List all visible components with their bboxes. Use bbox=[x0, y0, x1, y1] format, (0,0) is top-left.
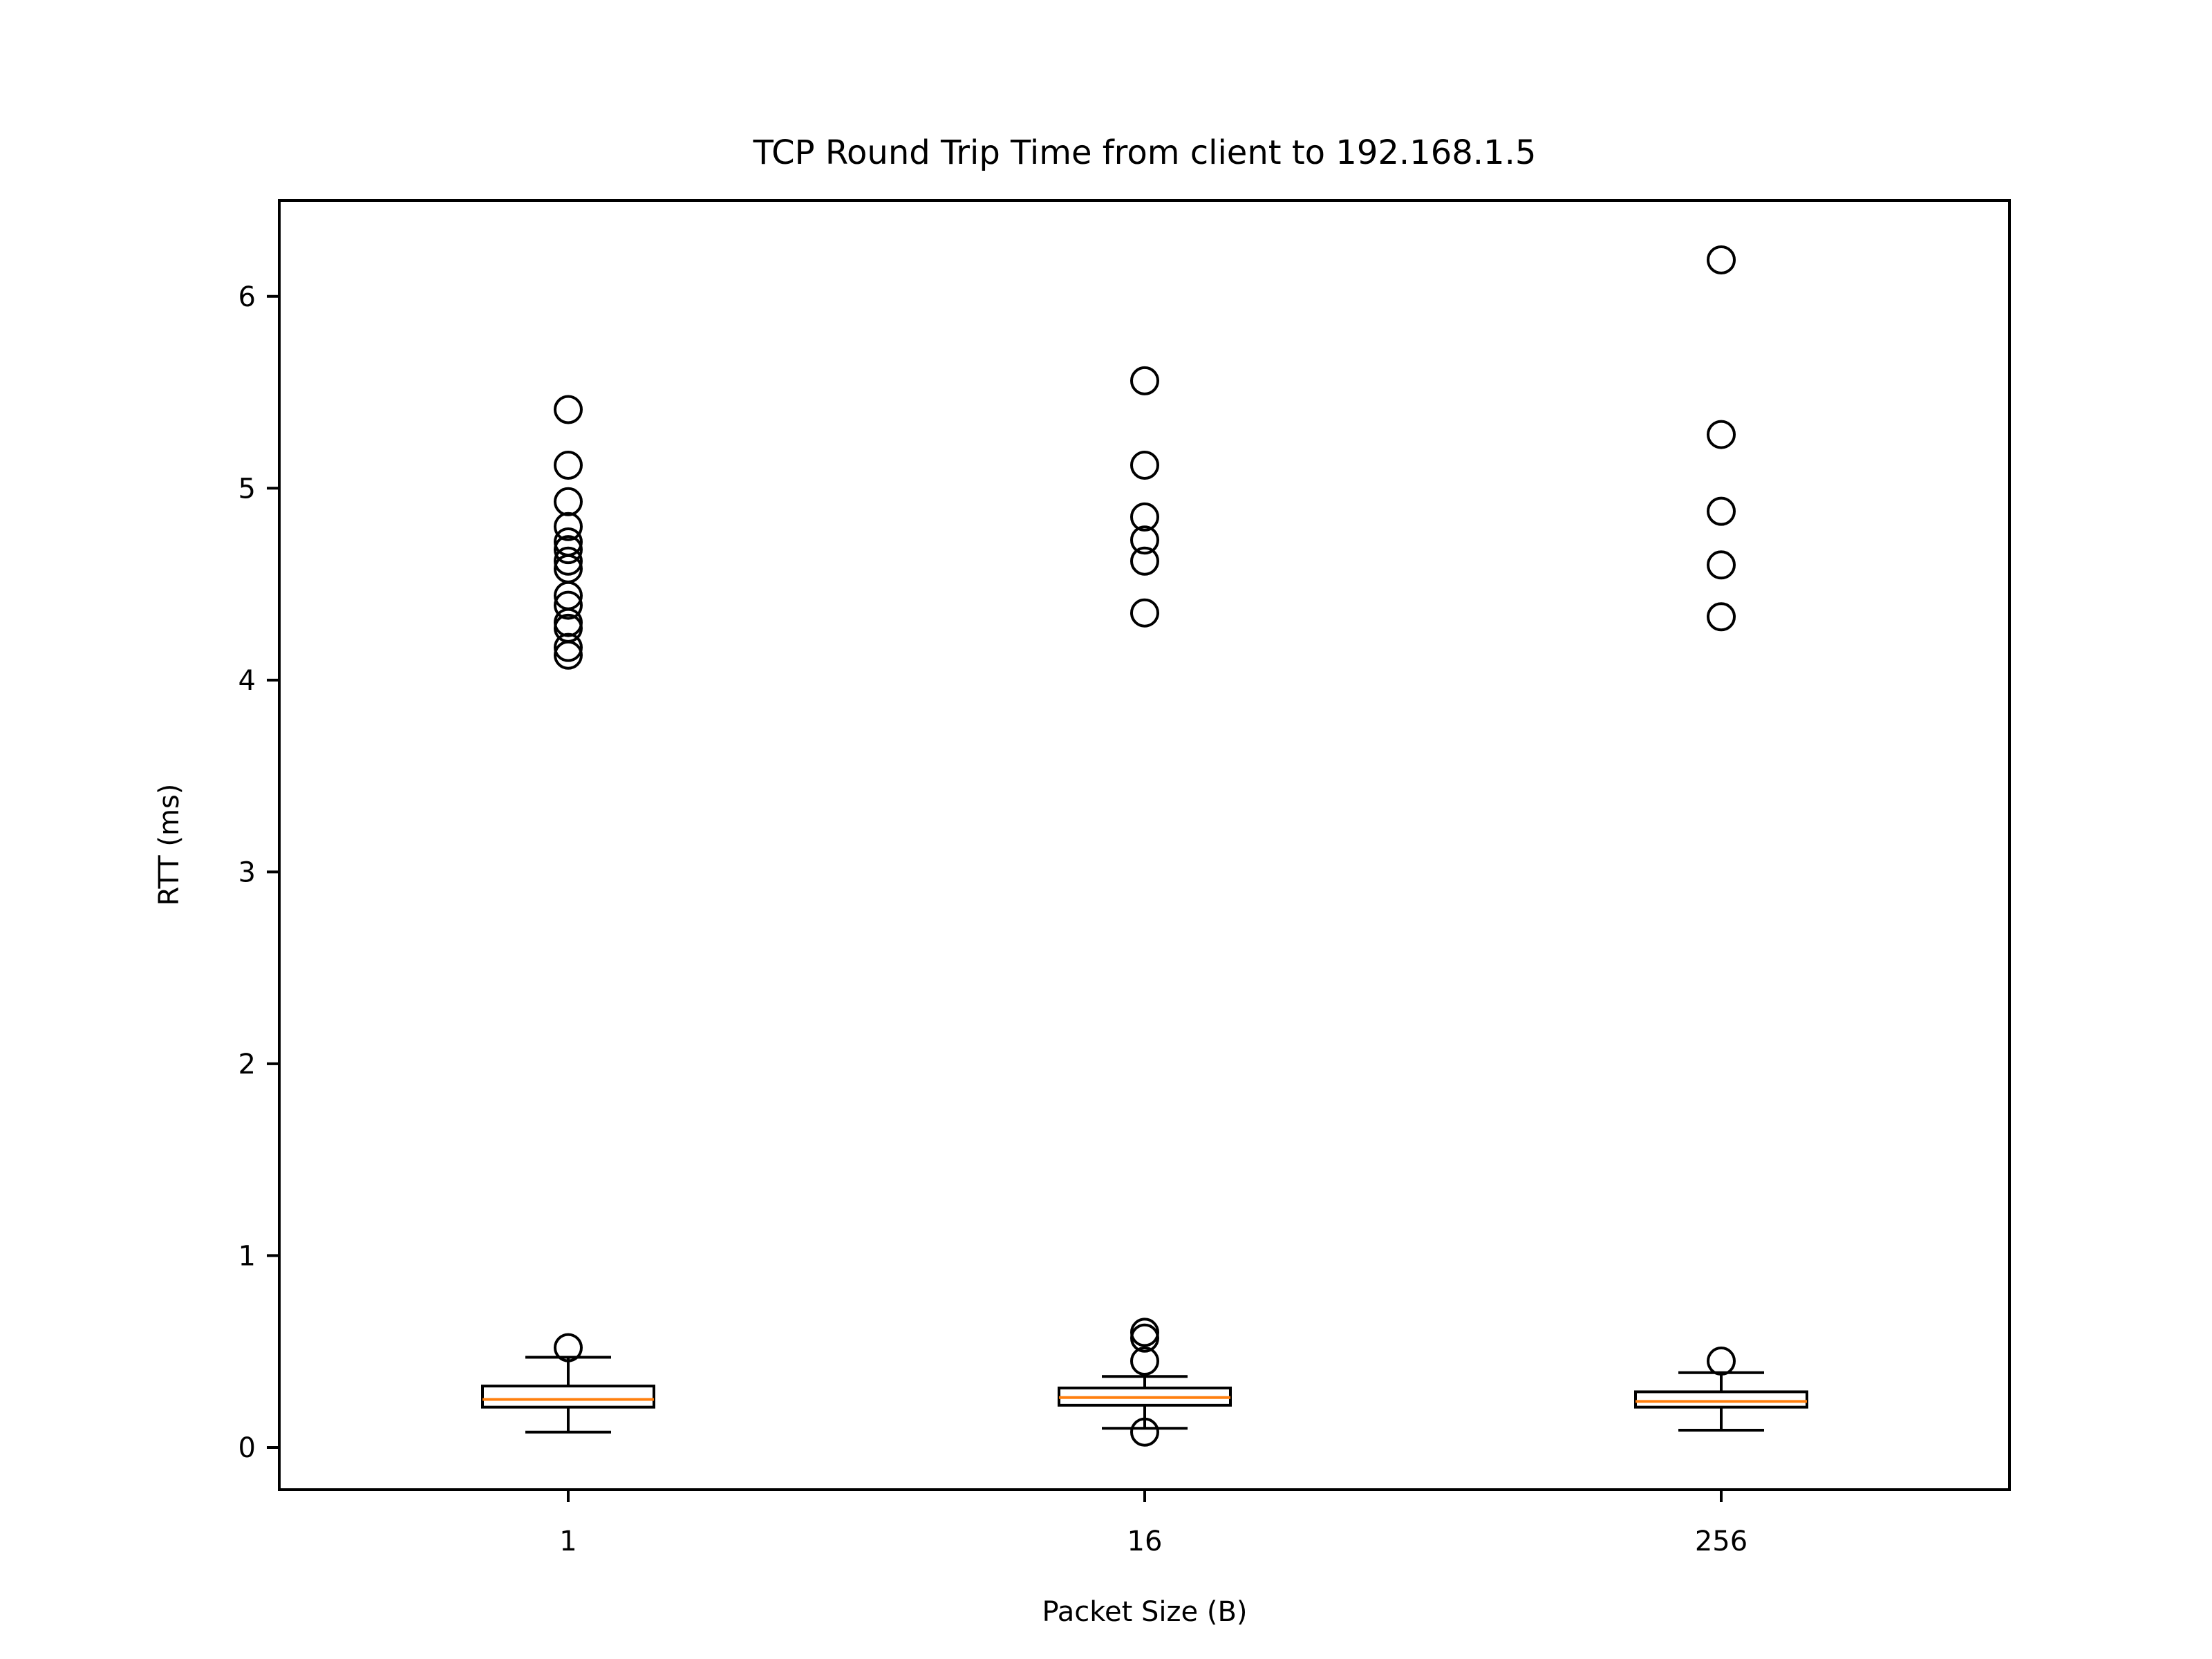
y-tick-label: 1 bbox=[238, 1240, 256, 1272]
outlier-point bbox=[554, 535, 583, 565]
boxplot-group bbox=[1634, 245, 1808, 1432]
y-tick-label: 4 bbox=[238, 665, 256, 697]
outlier-point bbox=[554, 590, 583, 620]
x-axis: 1 16 256 bbox=[559, 1490, 1747, 1557]
outlier-point bbox=[554, 487, 583, 516]
outlier-point bbox=[1130, 450, 1159, 480]
boxplot-series bbox=[481, 245, 1808, 1447]
outlier-point bbox=[1707, 602, 1736, 632]
outlier-point bbox=[1707, 550, 1736, 580]
x-tick-label: 1 bbox=[559, 1526, 577, 1557]
outlier-point bbox=[1707, 420, 1736, 449]
outlier-point bbox=[1130, 502, 1159, 532]
outlier-point bbox=[1130, 598, 1159, 628]
x-tick-label: 16 bbox=[1127, 1526, 1163, 1557]
outlier-point bbox=[1130, 1417, 1159, 1447]
outlier-point bbox=[554, 450, 583, 480]
boxplot-group bbox=[481, 395, 655, 1434]
outlier-point bbox=[1707, 496, 1736, 526]
y-tick-label: 2 bbox=[238, 1049, 256, 1080]
y-tick-label: 6 bbox=[238, 281, 256, 313]
boxplot-group bbox=[1058, 366, 1232, 1447]
outlier-point bbox=[1707, 1347, 1736, 1376]
y-axis-label: RTT (ms) bbox=[153, 784, 185, 906]
x-tick-label: 256 bbox=[1695, 1526, 1747, 1557]
iqr-box bbox=[1634, 1390, 1808, 1409]
y-tick-label: 5 bbox=[238, 473, 256, 505]
outlier-point bbox=[554, 527, 583, 557]
y-tick-label: 3 bbox=[238, 856, 256, 888]
outlier-point bbox=[1130, 366, 1159, 395]
chart-title: TCP Round Trip Time from client to 192.1… bbox=[753, 133, 1537, 172]
outlier-point bbox=[1130, 1318, 1159, 1347]
outlier-point bbox=[1130, 525, 1159, 555]
y-tick-label: 0 bbox=[238, 1432, 256, 1464]
y-axis: 0 1 2 3 4 5 6 bbox=[238, 281, 279, 1464]
outlier-point bbox=[554, 546, 583, 576]
iqr-box bbox=[481, 1385, 655, 1409]
outlier-point bbox=[554, 1333, 583, 1362]
x-axis-label: Packet Size (B) bbox=[1042, 1596, 1247, 1628]
outlier-point bbox=[1130, 546, 1159, 576]
outlier-point bbox=[1707, 245, 1736, 275]
outlier-point bbox=[554, 395, 583, 424]
outlier-point bbox=[1130, 1347, 1159, 1376]
